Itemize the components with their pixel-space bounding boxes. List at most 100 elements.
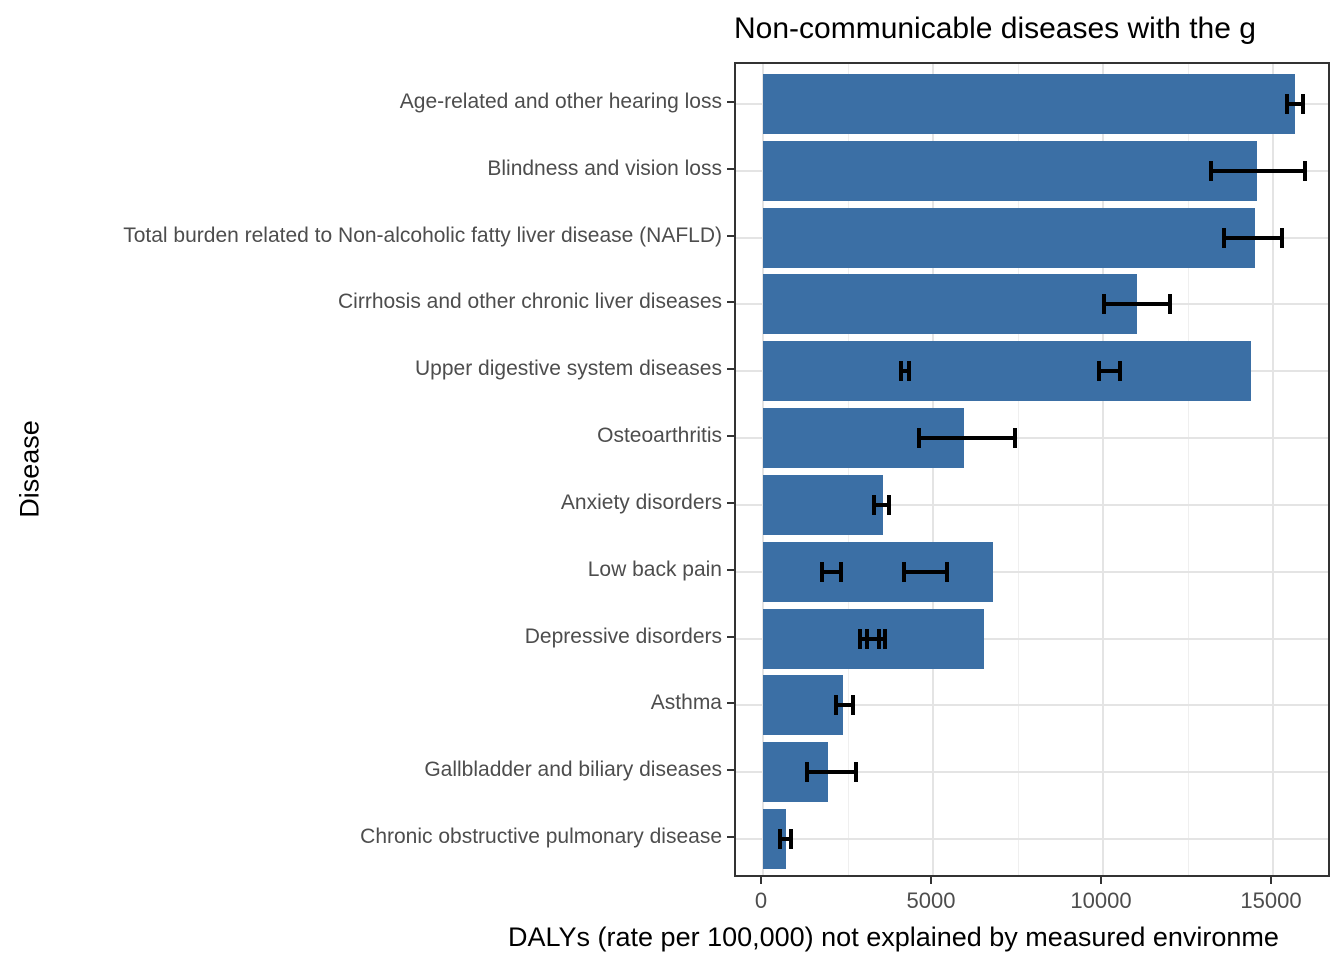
error-bar-line [901,369,909,374]
bar [763,474,884,535]
y-tick-mark [727,167,734,170]
gridline-y-major [736,837,1328,840]
gridline-x-major [1272,64,1274,875]
error-bar-cap [804,762,809,783]
error-bar-line [904,569,947,574]
category-label: Gallbladder and biliary diseases [424,758,722,782]
error-bar-cap [834,695,839,716]
bar [763,207,1255,268]
error-bar-line [806,770,856,775]
x-tick-label: 0 [754,888,768,913]
y-tick-mark [727,835,734,838]
error-bar-cap [917,428,922,449]
error-bar-cap [906,361,911,382]
error-bar-line [1223,235,1282,240]
x-tick-mark [1100,877,1102,884]
gridline-y-major [736,637,1328,640]
gridline-x-minor [1188,64,1189,875]
y-tick-mark [727,301,734,304]
gridline-x-major [932,64,934,875]
x-tick-label: 15000 [1240,888,1302,913]
error-bar-line [1286,102,1303,107]
error-bar-cap [820,561,825,582]
error-bar-cap [887,494,892,515]
x-tick-mark [1270,877,1272,884]
error-bar-line [919,436,1015,441]
x-tick-label: 10000 [1070,888,1132,913]
error-bar-cap [865,628,870,649]
error-bar-line [873,502,890,507]
error-bar-cap [1221,227,1226,248]
error-bar-cap [853,762,858,783]
y-tick-mark [727,702,734,705]
error-bar-line [1104,302,1170,307]
category-label: Chronic obstructive pulmonary disease [360,824,722,848]
error-bar-cap [902,561,907,582]
error-bar-cap [1012,428,1017,449]
error-bar-cap [883,628,888,649]
gridline-x-minor [848,64,849,875]
category-label: Asthma [650,691,722,715]
error-bar-cap [899,361,904,382]
gridline-x-major [1102,64,1104,875]
gridline-y-major [736,704,1328,707]
error-bar-cap [944,561,949,582]
category-label: Anxiety disorders [560,490,722,514]
error-bar-cap [778,828,782,849]
gridline-x-minor [1018,64,1019,875]
bar [763,341,1251,402]
y-tick-mark [727,368,734,371]
x-tick-label: 5000 [906,888,956,913]
x-tick-mark [930,877,932,884]
y-tick-mark [727,769,734,772]
category-label: Osteoarthritis [597,424,722,448]
error-bar-line [1211,168,1305,173]
y-tick-mark [727,101,734,104]
category-label: Blindness and vision loss [487,156,722,180]
error-bar-cap [1096,361,1101,382]
plot-panel-inner [736,64,1328,875]
category-label: Depressive disorders [524,624,722,648]
error-bar-cap [789,828,794,849]
bar [763,74,1296,135]
y-tick-mark [727,635,734,638]
plot-panel [734,62,1330,877]
bar [763,274,1137,335]
category-label: Cirrhosis and other chronic liver diseas… [338,290,722,314]
error-bar-cap [1102,294,1107,315]
gridline-y-major [736,570,1328,573]
category-label: Total burden related to Non-alcoholic fa… [123,223,722,247]
error-bar-cap [857,628,862,649]
error-bar-cap [1209,160,1214,181]
chart-title: Non-communicable diseases with the g [734,12,1256,45]
y-tick-mark [727,501,734,504]
error-bar-cap [1118,361,1122,382]
category-label: Low back pain [587,557,722,581]
y-tick-mark [727,234,734,237]
gridline-y-major [736,771,1328,774]
error-bar-line [836,703,853,708]
error-bar-cap [1300,94,1305,115]
bar [763,675,843,736]
error-bar-cap [871,494,876,515]
error-bar-cap [1279,227,1284,248]
error-bar-cap [1284,94,1289,115]
gridline-y-major [736,503,1328,506]
x-axis-title: DALYs (rate per 100,000) not explained b… [508,922,1279,952]
bar [763,541,993,602]
y-tick-mark [727,435,734,438]
error-bar-line [822,569,841,574]
bar [763,808,787,869]
gridline-y-major [736,437,1328,440]
error-bar-cap [1302,160,1307,181]
error-bar-line [1098,369,1120,374]
error-bar-line [867,636,886,641]
error-bar-line [780,836,792,841]
gridline-x-major [762,64,764,875]
category-label: Upper digestive system diseases [415,357,722,381]
error-bar-cap [838,561,843,582]
category-label: Age-related and other hearing loss [399,90,722,114]
bar [763,140,1258,201]
error-bar-cap [1167,294,1172,315]
